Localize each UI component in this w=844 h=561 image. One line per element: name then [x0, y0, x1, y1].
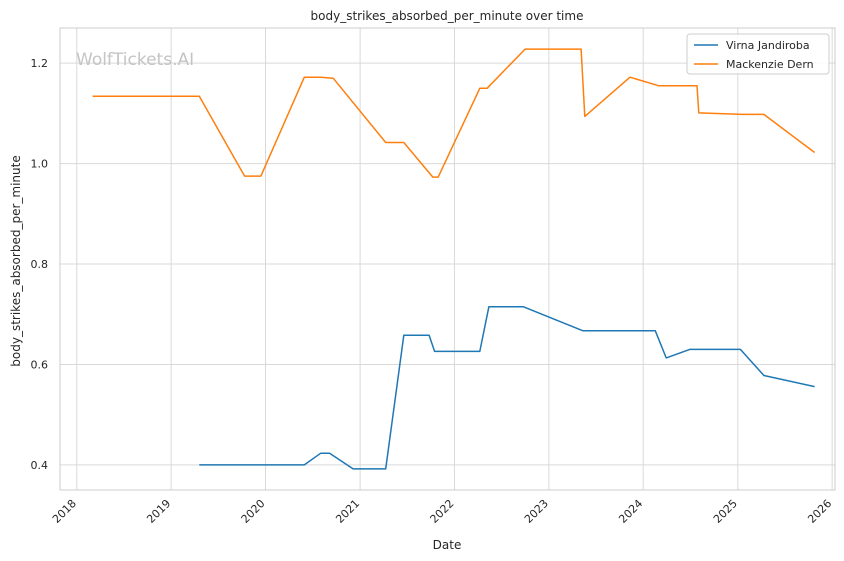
x-tick-label: 2024 — [616, 497, 645, 526]
legend: Virna Jandiroba Mackenzie Dern — [686, 33, 830, 75]
grid — [60, 28, 835, 490]
x-tick-label: 2022 — [428, 497, 457, 526]
y-tick-label: 0.4 — [31, 459, 49, 472]
x-tick-label: 2019 — [144, 497, 173, 526]
x-tick-label: 2020 — [239, 497, 268, 526]
legend-label-virna-jandiroba: Virna Jandiroba — [726, 39, 810, 52]
series-line-virna-jandiroba — [199, 305, 815, 470]
y-tick-label: 0.6 — [31, 358, 49, 371]
y-tick-label: 1.2 — [31, 57, 49, 70]
x-tick-labels: 2018 2019 2020 2021 2022 2023 2024 2025 2026 — [50, 497, 834, 526]
y-axis-title: body_strikes_absorbed_per_minute — [9, 155, 23, 366]
series-line-mackenzie-dern — [92, 48, 816, 178]
plot-frame — [59, 27, 836, 491]
x-tick-label: 2025 — [711, 497, 740, 526]
y-tick-label: 1.0 — [31, 158, 49, 171]
legend-label-mackenzie-dern: Mackenzie Dern — [726, 58, 814, 71]
x-tick-label: 2026 — [805, 497, 834, 526]
series-lines — [92, 48, 816, 470]
chart-title: body_strikes_absorbed_per_minute over ti… — [311, 9, 584, 23]
y-tick-labels: 0.4 0.6 0.8 1.0 1.2 — [31, 57, 49, 472]
x-tick-label: 2021 — [333, 497, 362, 526]
x-axis-title: Date — [433, 538, 462, 552]
x-tick-label: 2018 — [50, 497, 79, 526]
y-tick-label: 0.8 — [31, 258, 49, 271]
legend-box — [686, 33, 830, 75]
watermark-text: WolfTickets.AI — [76, 50, 194, 70]
x-tick-label: 2023 — [522, 497, 551, 526]
